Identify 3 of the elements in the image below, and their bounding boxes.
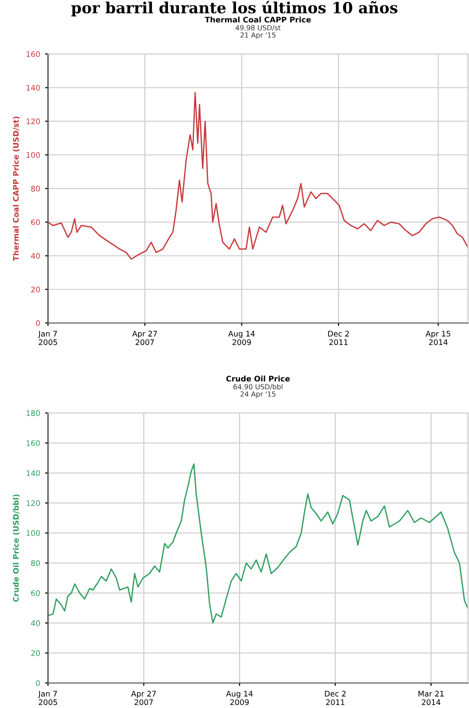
line-series [48,463,468,624]
text: por barril durante los últimos 10 años [71,1,398,16]
line-series [48,92,468,260]
